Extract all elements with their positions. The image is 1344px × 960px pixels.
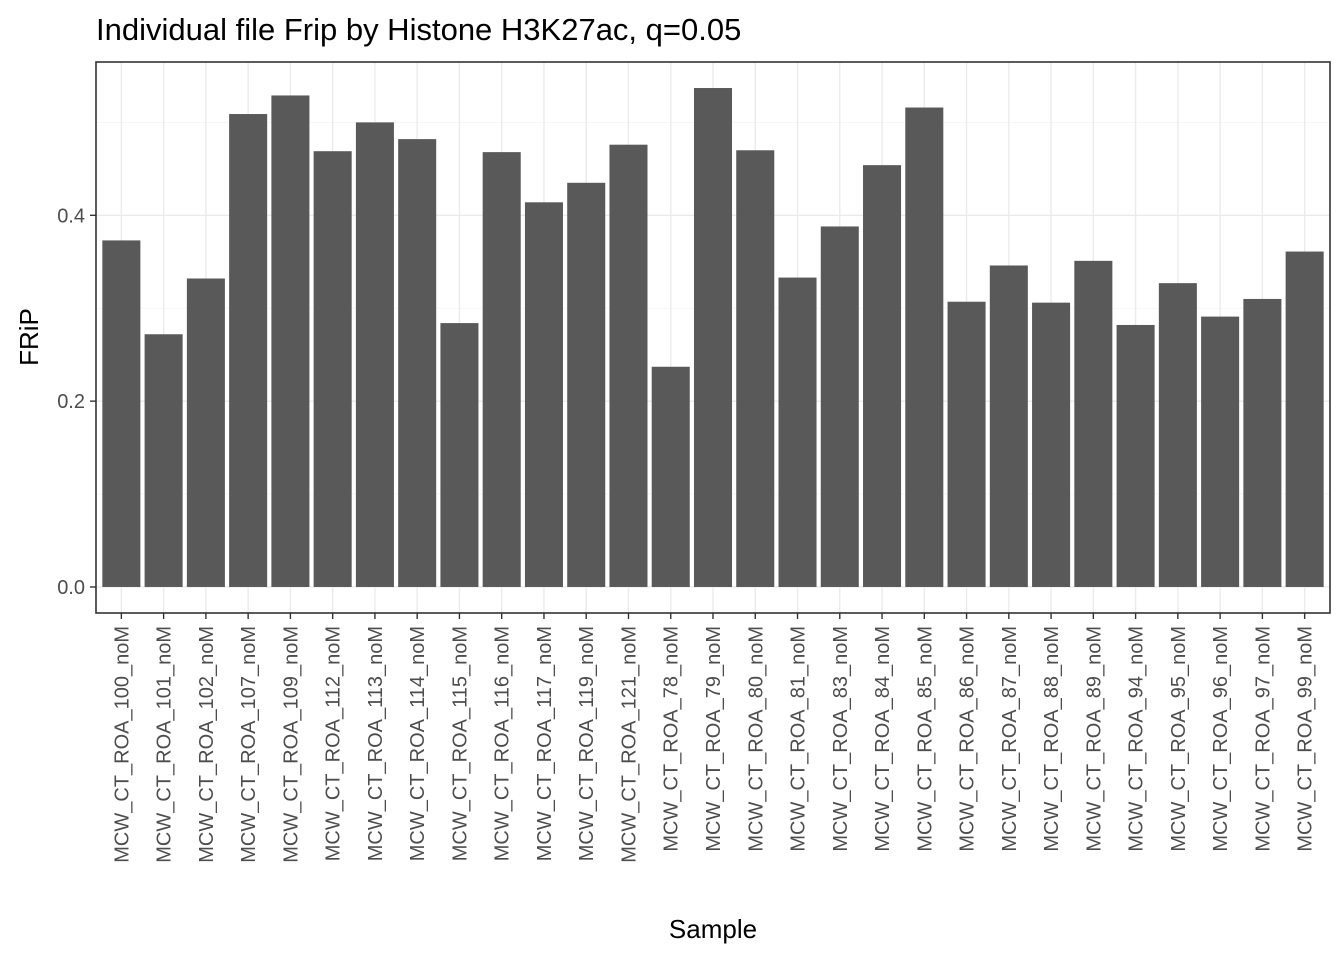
x-tick-label: MCW_CT_ROA_112_noM (323, 626, 345, 861)
bar (989, 265, 1028, 587)
x-tick-label: MCW_CT_ROA_80_noM (745, 626, 767, 852)
x-tick-label: MCW_CT_ROA_85_noM (914, 626, 936, 852)
x-tick-label: MCW_CT_ROA_81_noM (788, 626, 810, 852)
x-tick-label: MCW_CT_ROA_88_noM (1041, 626, 1063, 852)
y-tick-label: 0.0 (57, 577, 85, 599)
bar (271, 95, 310, 587)
bar (820, 226, 859, 587)
y-axis-title: FRiP (14, 308, 44, 366)
bar (1032, 302, 1071, 587)
x-tick-label: MCW_CT_ROA_115_noM (449, 626, 471, 861)
bar (186, 278, 225, 587)
bar (1201, 316, 1240, 587)
bar (778, 277, 817, 587)
x-tick-label: MCW_CT_ROA_99_noM (1295, 626, 1317, 852)
bar (1243, 298, 1282, 587)
x-tick-label: MCW_CT_ROA_107_noM (238, 626, 260, 863)
y-tick-label: 0.2 (57, 391, 85, 413)
x-tick-label: MCW_CT_ROA_113_noM (365, 626, 387, 861)
x-axis-title: Sample (669, 914, 757, 944)
bar (355, 122, 394, 587)
bar (440, 323, 479, 587)
bar (398, 139, 437, 587)
x-tick-label: MCW_CT_ROA_116_noM (492, 626, 514, 861)
bar (947, 301, 986, 587)
bar (482, 152, 521, 587)
x-tick-label: MCW_CT_ROA_78_noM (661, 626, 683, 852)
bar (736, 150, 775, 587)
bar (144, 334, 183, 587)
bar (1158, 283, 1197, 587)
chart-title: Individual file Frip by Histone H3K27ac,… (96, 12, 741, 47)
bar (1116, 324, 1155, 587)
bars (102, 88, 1324, 587)
bar (1074, 260, 1113, 587)
x-tick-label: MCW_CT_ROA_97_noM (1252, 626, 1274, 852)
x-tick-label: MCW_CT_ROA_117_noM (534, 626, 556, 861)
y-axis: 0.0 0.2 0.4 (57, 205, 96, 599)
bar (651, 366, 690, 587)
x-tick-label: MCW_CT_ROA_86_noM (957, 626, 979, 852)
x-tick-label: MCW_CT_ROA_87_noM (999, 626, 1021, 852)
bar (229, 114, 268, 587)
bar (905, 107, 944, 587)
x-tick-label: MCW_CT_ROA_101_noM (154, 626, 176, 863)
x-tick-label: MCW_CT_ROA_94_noM (1126, 626, 1148, 852)
bar (313, 151, 352, 587)
bar (567, 182, 606, 587)
bar (524, 202, 563, 587)
x-tick-label: MCW_CT_ROA_84_noM (872, 626, 894, 852)
x-tick-label: MCW_CT_ROA_100_noM (111, 626, 133, 863)
x-tick-label: MCW_CT_ROA_96_noM (1210, 626, 1232, 852)
x-tick-label: MCW_CT_ROA_89_noM (1083, 626, 1105, 852)
bar (609, 144, 648, 587)
x-tick-label: MCW_CT_ROA_102_noM (196, 626, 218, 863)
bar (1285, 251, 1324, 587)
x-tick-label: MCW_CT_ROA_83_noM (830, 626, 852, 852)
x-tick-label: MCW_CT_ROA_119_noM (576, 626, 598, 861)
x-tick-label: MCW_CT_ROA_109_noM (280, 626, 302, 863)
x-tick-label: MCW_CT_ROA_114_noM (407, 626, 429, 861)
x-tick-label: MCW_CT_ROA_79_noM (703, 626, 725, 852)
bar (693, 88, 733, 587)
bar (863, 165, 902, 587)
x-tick-label: MCW_CT_ROA_95_noM (1168, 626, 1190, 852)
x-axis: MCW_CT_ROA_100_noM MCW_CT_ROA_101_noM MCW_… (111, 613, 1317, 863)
x-tick-label: MCW_CT_ROA_121_noM (618, 626, 640, 863)
y-tick-label: 0.4 (57, 205, 85, 227)
bar (102, 240, 141, 587)
